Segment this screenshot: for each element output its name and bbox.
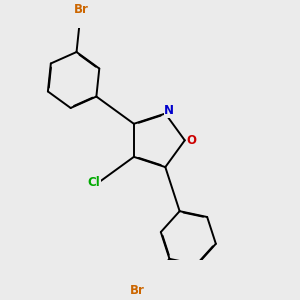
Text: Cl: Cl xyxy=(88,176,100,189)
Text: Br: Br xyxy=(74,3,89,16)
Text: Br: Br xyxy=(130,284,145,297)
Text: N: N xyxy=(164,104,174,117)
Text: O: O xyxy=(186,134,197,147)
